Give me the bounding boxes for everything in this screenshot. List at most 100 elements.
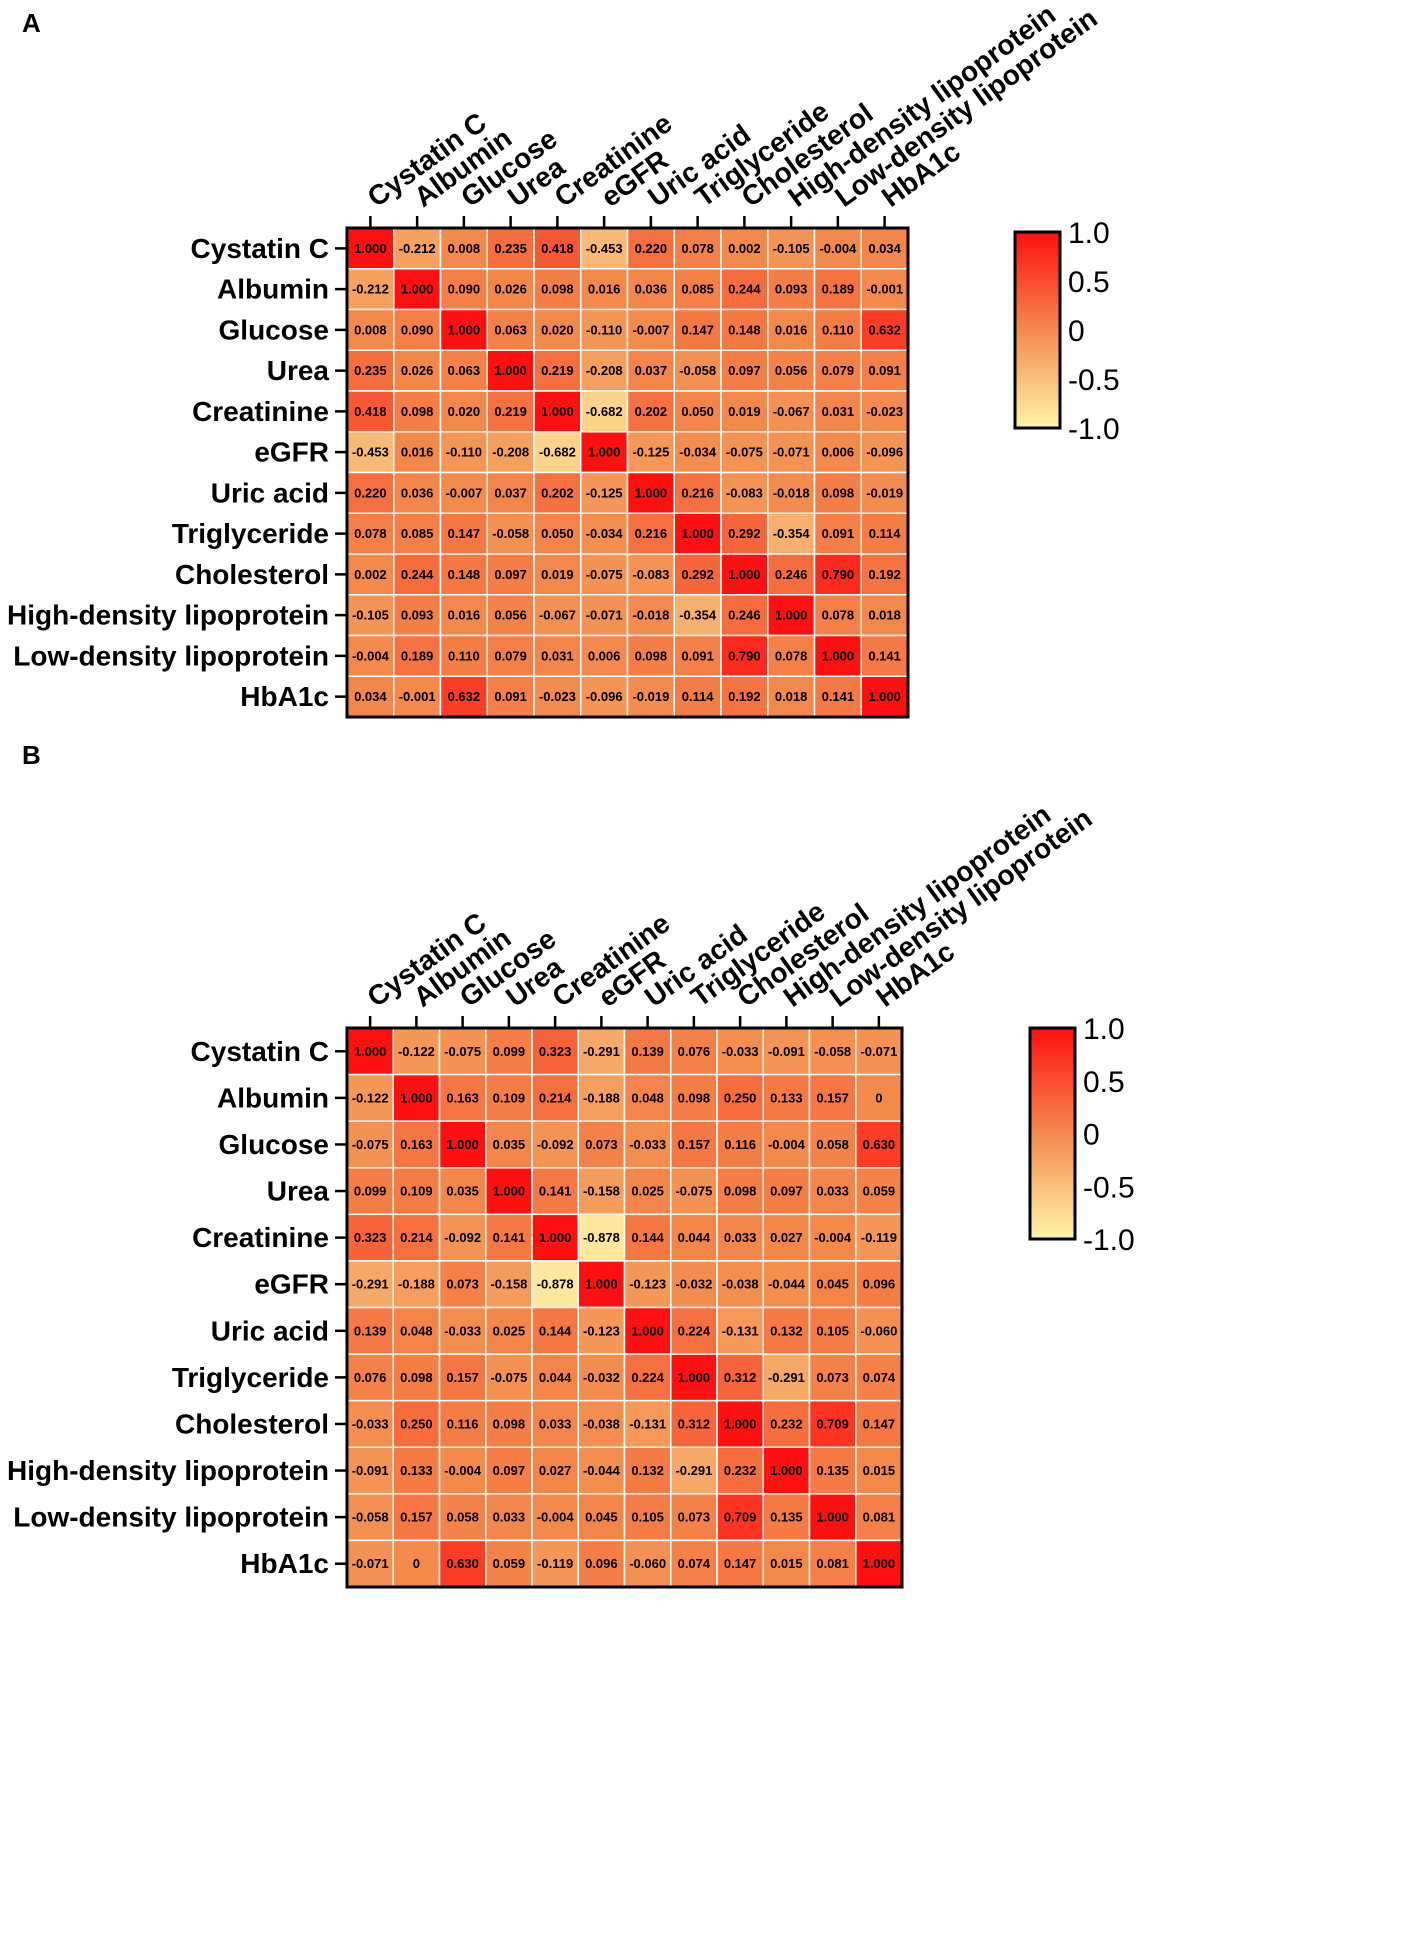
- heatmap-cell-a-3-5: [580, 349, 629, 392]
- cell-label-a-2-9: 0.016: [775, 322, 808, 337]
- cell-label-a-0-9: -0.105: [773, 241, 810, 256]
- heatmap-cell-b-10-9: [762, 1493, 811, 1542]
- col-label-a-low-density-lipoprotein: Low-density lipoprotein: [829, 2, 1103, 213]
- cell-label-a-0-11: 0.034: [868, 241, 901, 256]
- cell-label-b-10-3: 0.033: [493, 1510, 526, 1525]
- cell-label-b-7-2: 0.157: [446, 1370, 479, 1385]
- cell-label-a-9-11: 0.018: [868, 608, 901, 623]
- cell-label-a-4-3: 0.219: [494, 404, 527, 419]
- cell-label-a-2-6: -0.007: [632, 322, 669, 337]
- heatmap-cell-b-0-5: [577, 1027, 626, 1076]
- heatmap-cell-a-9-3: [486, 594, 535, 637]
- cell-label-b-10-7: 0.073: [678, 1510, 711, 1525]
- cell-label-a-7-0: 0.078: [354, 526, 387, 541]
- heatmap-cell-b-7-4: [531, 1353, 579, 1402]
- cell-label-b-2-2: 1.000: [446, 1137, 479, 1152]
- heatmap-cell-b-4-5: [577, 1213, 626, 1262]
- cell-label-a-8-1: 0.244: [401, 567, 434, 582]
- heatmap-cell-a-9-11: [860, 594, 909, 637]
- cell-label-b-9-6: 0.132: [631, 1463, 664, 1478]
- cell-label-b-7-1: 0.098: [400, 1370, 433, 1385]
- cell-label-b-6-0: 0.139: [354, 1323, 387, 1338]
- row-label-b-glucose: Glucose: [219, 1129, 329, 1160]
- cell-label-b-11-9: 0.015: [770, 1556, 803, 1571]
- cell-label-a-2-2: 1.000: [448, 322, 481, 337]
- cell-label-a-1-6: 0.036: [635, 282, 668, 297]
- cell-label-a-7-8: 0.292: [728, 526, 761, 541]
- cell-label-b-9-9: 1.000: [770, 1463, 803, 1478]
- cell-label-a-7-11: 0.114: [869, 526, 902, 541]
- cell-label-a-5-8: -0.075: [726, 445, 763, 460]
- cell-label-b-5-2: 0.073: [446, 1277, 479, 1292]
- cell-label-b-7-7: 1.000: [678, 1370, 711, 1385]
- cell-label-b-7-4: 0.044: [539, 1370, 572, 1385]
- cell-label-a-11-8: 0.192: [728, 689, 761, 704]
- heatmap-cell-a-11-9: [767, 675, 816, 718]
- cell-label-b-6-10: 0.105: [816, 1323, 849, 1338]
- heatmap-cell-a-1-10: [813, 268, 862, 311]
- heatmap-cell-a-6-5: [580, 471, 629, 514]
- heatmap-cell-a-7-6: [626, 512, 675, 555]
- colorbar-tick-a-4: -1.0: [1068, 413, 1120, 446]
- cell-label-b-1-10: 0.157: [816, 1090, 849, 1105]
- row-label-a-albumin: Albumin: [217, 274, 329, 305]
- heatmap-cell-a-10-1: [393, 634, 442, 677]
- cell-label-b-0-4: 0.323: [539, 1044, 572, 1059]
- cell-label-a-5-0: -0.453: [352, 445, 389, 460]
- row-label-b-hba1c: HbA1c: [240, 1548, 329, 1579]
- cell-label-b-5-3: -0.158: [490, 1277, 527, 1292]
- heatmap-cell-b-2-5: [577, 1120, 626, 1169]
- cell-label-b-2-6: -0.033: [629, 1137, 666, 1152]
- cell-label-a-8-10: 0.790: [822, 567, 855, 582]
- cell-label-b-4-4: 1.000: [539, 1230, 572, 1245]
- cell-label-a-9-2: 0.016: [448, 608, 481, 623]
- cell-label-a-0-2: 0.008: [448, 241, 481, 256]
- cell-label-b-9-0: -0.091: [352, 1463, 389, 1478]
- cell-label-a-10-4: 0.031: [541, 648, 574, 663]
- cell-label-b-1-6: 0.048: [631, 1090, 664, 1105]
- cell-label-a-5-4: -0.682: [539, 445, 576, 460]
- cell-label-a-5-11: -0.096: [866, 445, 903, 460]
- cell-label-a-0-7: 0.078: [681, 241, 714, 256]
- col-label-b-low-density-lipoprotein: Low-density lipoprotein: [824, 802, 1098, 1013]
- cell-label-a-7-2: 0.147: [448, 526, 481, 541]
- cell-label-b-2-4: -0.092: [537, 1137, 574, 1152]
- row-label-b-urea: Urea: [267, 1176, 330, 1207]
- cell-label-a-6-4: 0.202: [541, 485, 574, 500]
- heatmap-cell-b-5-9: [762, 1260, 811, 1309]
- heatmap-cell-a-10-0: [346, 634, 395, 677]
- cell-label-a-3-9: 0.056: [775, 363, 808, 378]
- row-label-b-uric-acid: Uric acid: [211, 1315, 329, 1346]
- cell-label-a-3-2: 0.063: [448, 363, 481, 378]
- cell-label-a-2-10: 0.110: [822, 322, 854, 337]
- cell-label-a-4-7: 0.050: [681, 404, 714, 419]
- heatmap-cell-b-11-6: [623, 1539, 672, 1588]
- cell-label-b-4-10: -0.004: [814, 1230, 852, 1245]
- row-label-b-cholesterol: Cholesterol: [175, 1408, 329, 1439]
- heatmap-cell-a-1-9: [767, 268, 816, 311]
- cell-label-b-10-6: 0.105: [631, 1510, 664, 1525]
- heatmap-cell-a-8-1: [393, 553, 442, 596]
- cell-label-b-6-3: 0.025: [493, 1323, 526, 1338]
- heatmap-cell-b-3-4: [531, 1167, 579, 1216]
- heatmap-cell-b-3-3: [485, 1167, 533, 1216]
- cell-label-a-0-10: -0.004: [819, 241, 857, 256]
- cell-label-b-7-8: 0.312: [724, 1370, 757, 1385]
- panel-a: A 1.000 -0.212 0.008 0.235 0.418 -0.453 0.220 0.…: [7, 0, 1120, 719]
- row-label-b-creatinine: Creatinine: [192, 1222, 329, 1253]
- cell-label-b-3-7: -0.075: [675, 1184, 712, 1199]
- heatmap-cell-a-5-0: [346, 431, 395, 474]
- cell-label-a-5-3: -0.208: [492, 445, 529, 460]
- cell-label-a-9-8: 0.246: [728, 608, 761, 623]
- cell-label-a-1-7: 0.085: [681, 282, 714, 297]
- cell-label-b-11-7: 0.074: [678, 1556, 711, 1571]
- heatmap-cell-a-1-6: [626, 268, 675, 311]
- cell-label-a-3-7: -0.058: [679, 363, 716, 378]
- colorbar-b: [1028, 1026, 1077, 1241]
- heatmap-cell-b-6-7: [670, 1306, 718, 1355]
- heatmap-cell-b-2-4: [531, 1120, 579, 1169]
- cell-label-a-2-4: 0.020: [541, 322, 574, 337]
- row-label-a-cystatin-c: Cystatin C: [191, 233, 329, 264]
- cell-label-b-4-3: 0.141: [493, 1230, 526, 1245]
